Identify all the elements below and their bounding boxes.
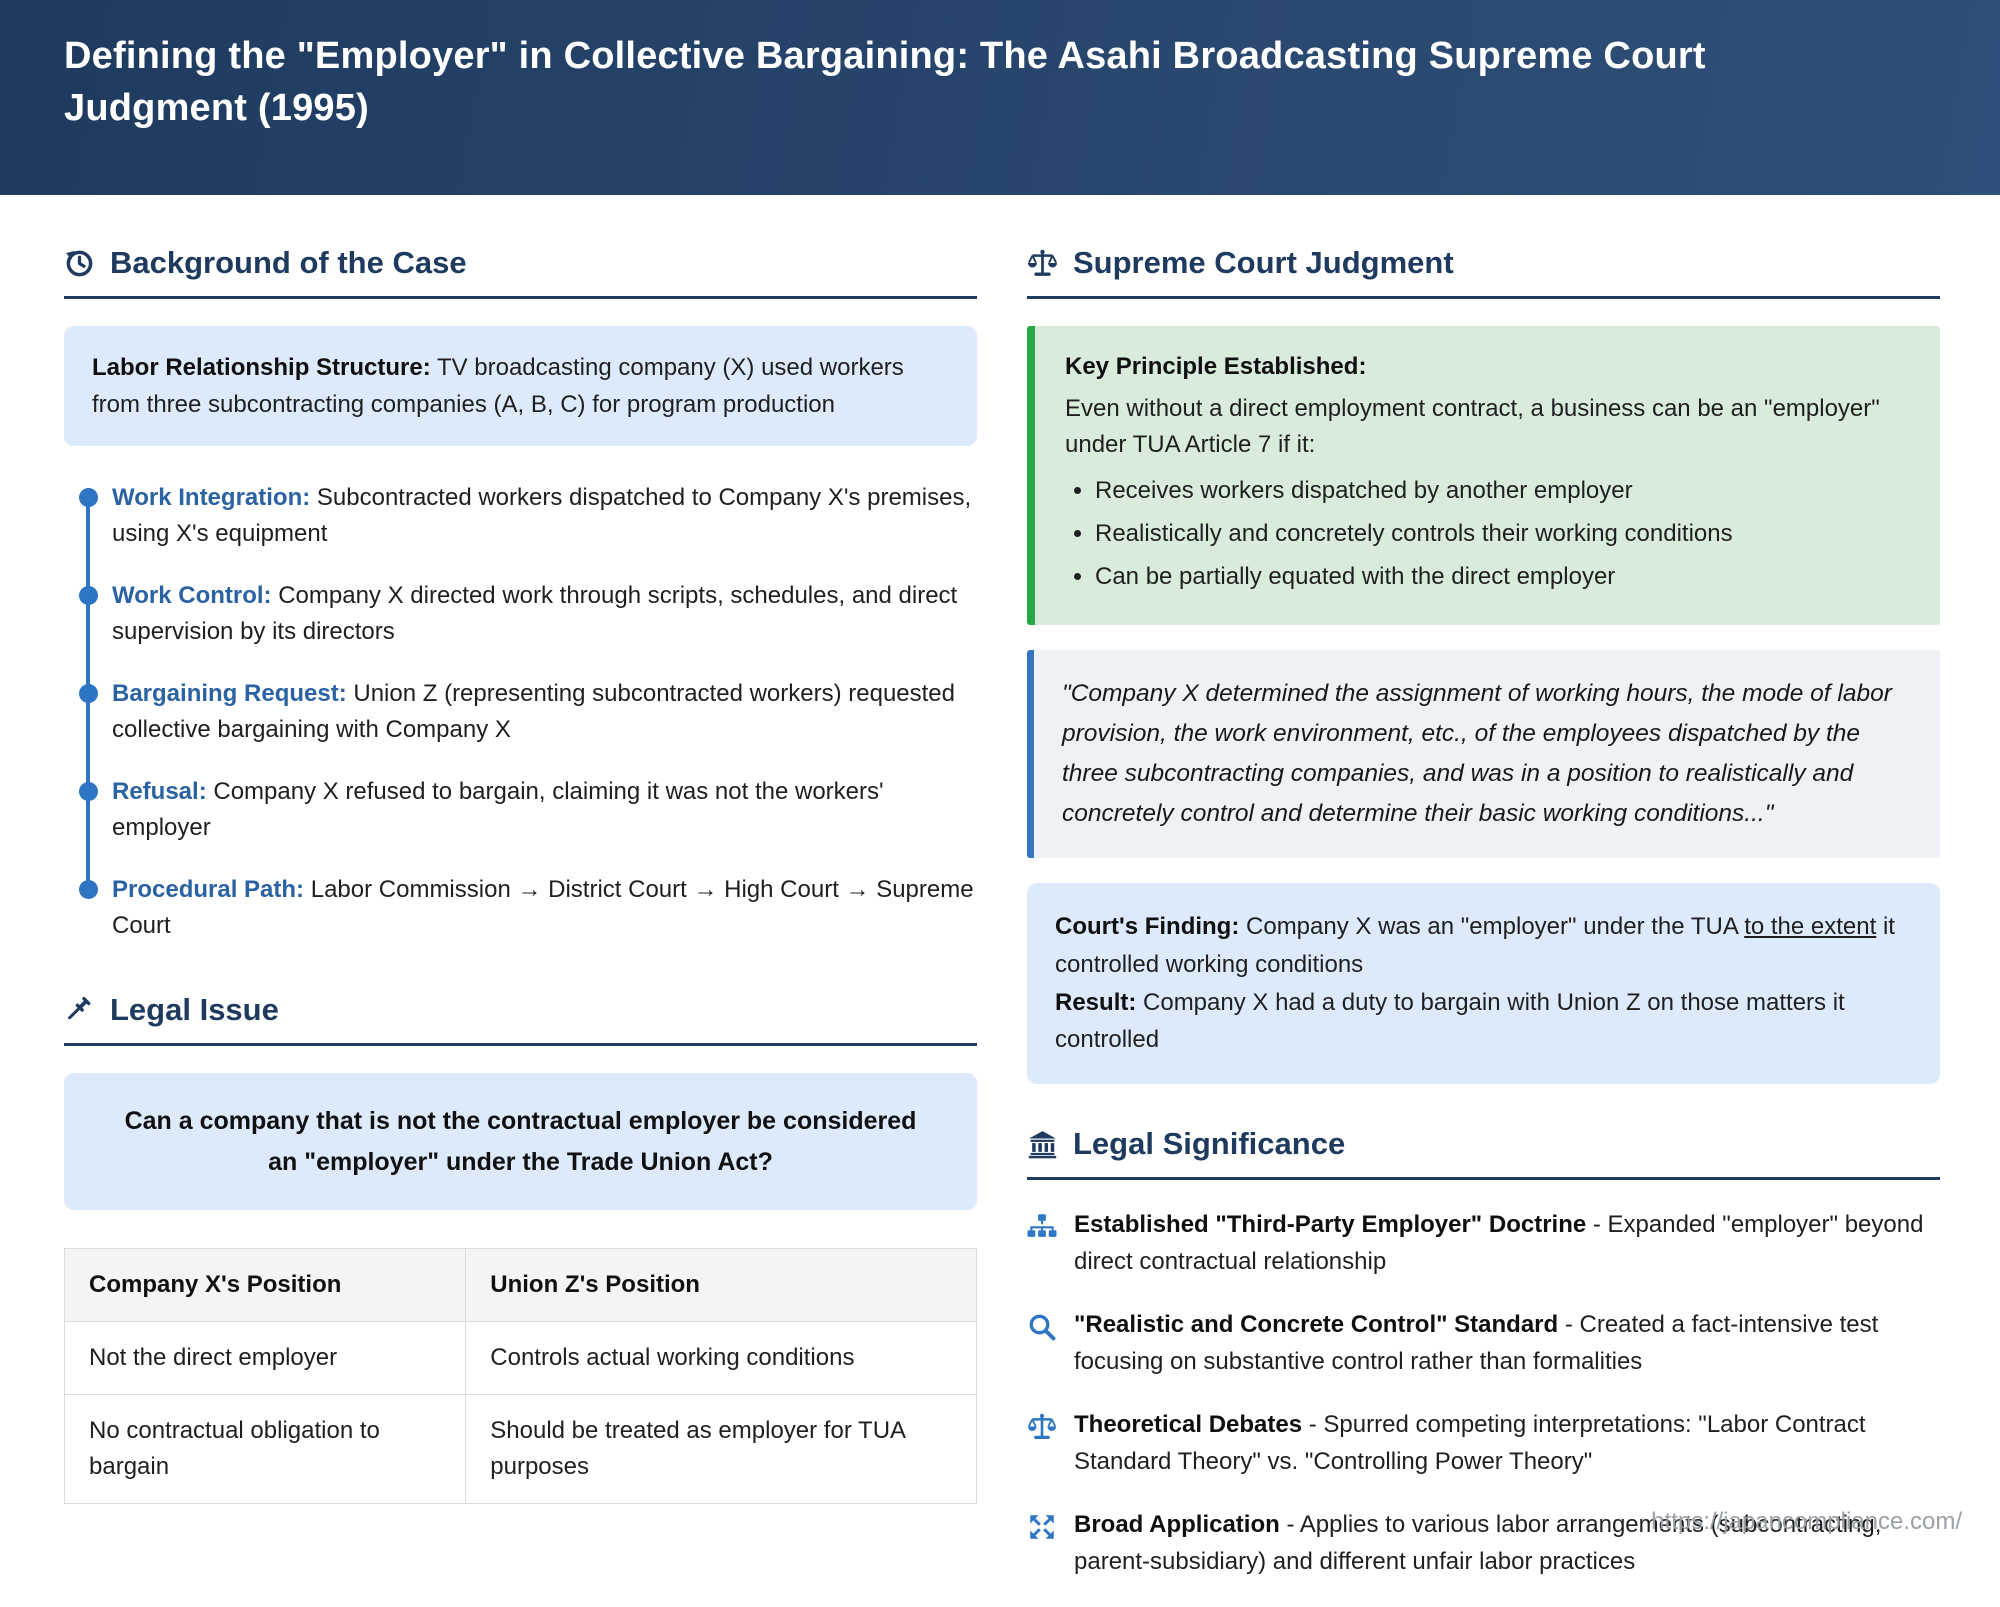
- table-cell: Controls actual working conditions: [465, 1321, 977, 1396]
- history-icon: [64, 248, 95, 279]
- section-header-significance: Legal Significance: [1027, 1126, 1940, 1162]
- bank-icon: [1027, 1129, 1058, 1160]
- scales-icon: [1027, 247, 1058, 279]
- table-header-row: Company X's Position Union Z's Position: [63, 1248, 977, 1323]
- list-item: Receives workers dispatched by another e…: [1095, 473, 1910, 509]
- key-principle-lead: Key Principle Established:: [1065, 353, 1367, 380]
- sitemap-icon: [1027, 1212, 1057, 1242]
- labor-structure-text: TV broadcasting company (X) used workers…: [92, 354, 904, 419]
- expand-arrows-icon: [1027, 1512, 1057, 1542]
- section-title: Legal Issue: [110, 992, 279, 1028]
- section-title: Legal Significance: [1073, 1126, 1346, 1162]
- table-row: Not the direct employer Controls actual …: [63, 1321, 977, 1396]
- key-principle-text: Even without a direct employment contrac…: [1065, 395, 1880, 458]
- scales-icon: [1027, 1412, 1057, 1442]
- key-principle-list: Receives workers dispatched by another e…: [1065, 473, 1910, 595]
- section-divider: [1027, 1177, 1940, 1181]
- page-header: Defining the "Employer" in Collective Ba…: [0, 0, 2000, 195]
- table-cell: Should be treated as employer for TUA pu…: [465, 1394, 977, 1505]
- significance-text: Established "Third-Party Employer" Doctr…: [1074, 1211, 1924, 1275]
- timeline-item-work-control: Work Control: Company X directed work th…: [79, 578, 977, 650]
- list-item: Realistically and concretely controls th…: [1095, 516, 1910, 552]
- timeline-item-refusal: Refusal: Company X refused to bargain, c…: [79, 774, 977, 846]
- table-header-company-x: Company X's Position: [63, 1248, 467, 1323]
- legal-question-box: Can a company that is not the contractua…: [64, 1073, 977, 1211]
- search-icon: [1027, 1312, 1057, 1342]
- significance-text: Theoretical Debates - Spurred competing …: [1074, 1411, 1866, 1475]
- section-title: Background of the Case: [110, 245, 467, 280]
- footer: https://japancompliance.com/: [1651, 1508, 1962, 1536]
- main-content: Background of the Case Labor Relationshi…: [0, 195, 2000, 1607]
- significance-text: "Realistic and Concrete Control" Standar…: [1074, 1311, 1879, 1375]
- list-item: Can be partially equated with the direct…: [1095, 559, 1910, 595]
- result-line: Result: Company X had a duty to bargain …: [1055, 988, 1845, 1054]
- section-header-judgment: Supreme Court Judgment: [1027, 245, 1940, 281]
- significance-item-doctrine: Established "Third-Party Employer" Doctr…: [1027, 1207, 1940, 1280]
- left-column: Background of the Case Labor Relationshi…: [63, 245, 977, 1607]
- section-header-background: Background of the Case: [64, 245, 977, 281]
- section-divider: [64, 296, 977, 299]
- gavel-icon: [64, 995, 95, 1026]
- case-timeline: Work Integration: Subcontracted workers …: [70, 480, 977, 944]
- page-title: Defining the "Employer" in Collective Ba…: [64, 35, 1706, 130]
- underlined-phrase: to the extent: [1744, 912, 1877, 940]
- significance-item-control-standard: "Realistic and Concrete Control" Standar…: [1027, 1307, 1940, 1380]
- significance-item-debates: Theoretical Debates - Spurred competing …: [1027, 1407, 1940, 1480]
- section-divider: [1027, 296, 1940, 299]
- section-title: Supreme Court Judgment: [1073, 245, 1454, 280]
- table-cell: No contractual obligation to bargain: [63, 1394, 467, 1505]
- key-principle-box: Key Principle Established: Even without …: [1027, 326, 1940, 625]
- timeline-item-bargaining-request: Bargaining Request: Union Z (representin…: [79, 676, 977, 748]
- judgment-quote: "Company X determined the assignment of …: [1027, 650, 1940, 858]
- section-divider: [64, 1043, 977, 1047]
- timeline-item-procedural-path: Procedural Path: Labor Commission → Dist…: [79, 872, 977, 944]
- table-row: No contractual obligation to bargain Sho…: [63, 1394, 977, 1505]
- right-column: Supreme Court Judgment Key Principle Est…: [1027, 245, 1940, 1607]
- court-finding-box: Court's Finding: Company X was an "emplo…: [1027, 882, 1940, 1085]
- section-header-legal-issue: Legal Issue: [64, 992, 977, 1028]
- table-header-union-z: Union Z's Position: [465, 1248, 977, 1323]
- court-finding-line: Court's Finding: Company X was an "emplo…: [1055, 912, 1895, 978]
- footer-url-link[interactable]: https://japancompliance.com/: [1651, 1508, 1962, 1535]
- labor-structure-box: Labor Relationship Structure: TV broadca…: [64, 326, 977, 447]
- labor-structure-lead: Labor Relationship Structure:: [92, 354, 431, 381]
- table-cell: Not the direct employer: [63, 1321, 467, 1396]
- timeline-item-work-integration: Work Integration: Subcontracted workers …: [79, 480, 977, 552]
- positions-table: Company X's Position Union Z's Position …: [63, 1248, 977, 1505]
